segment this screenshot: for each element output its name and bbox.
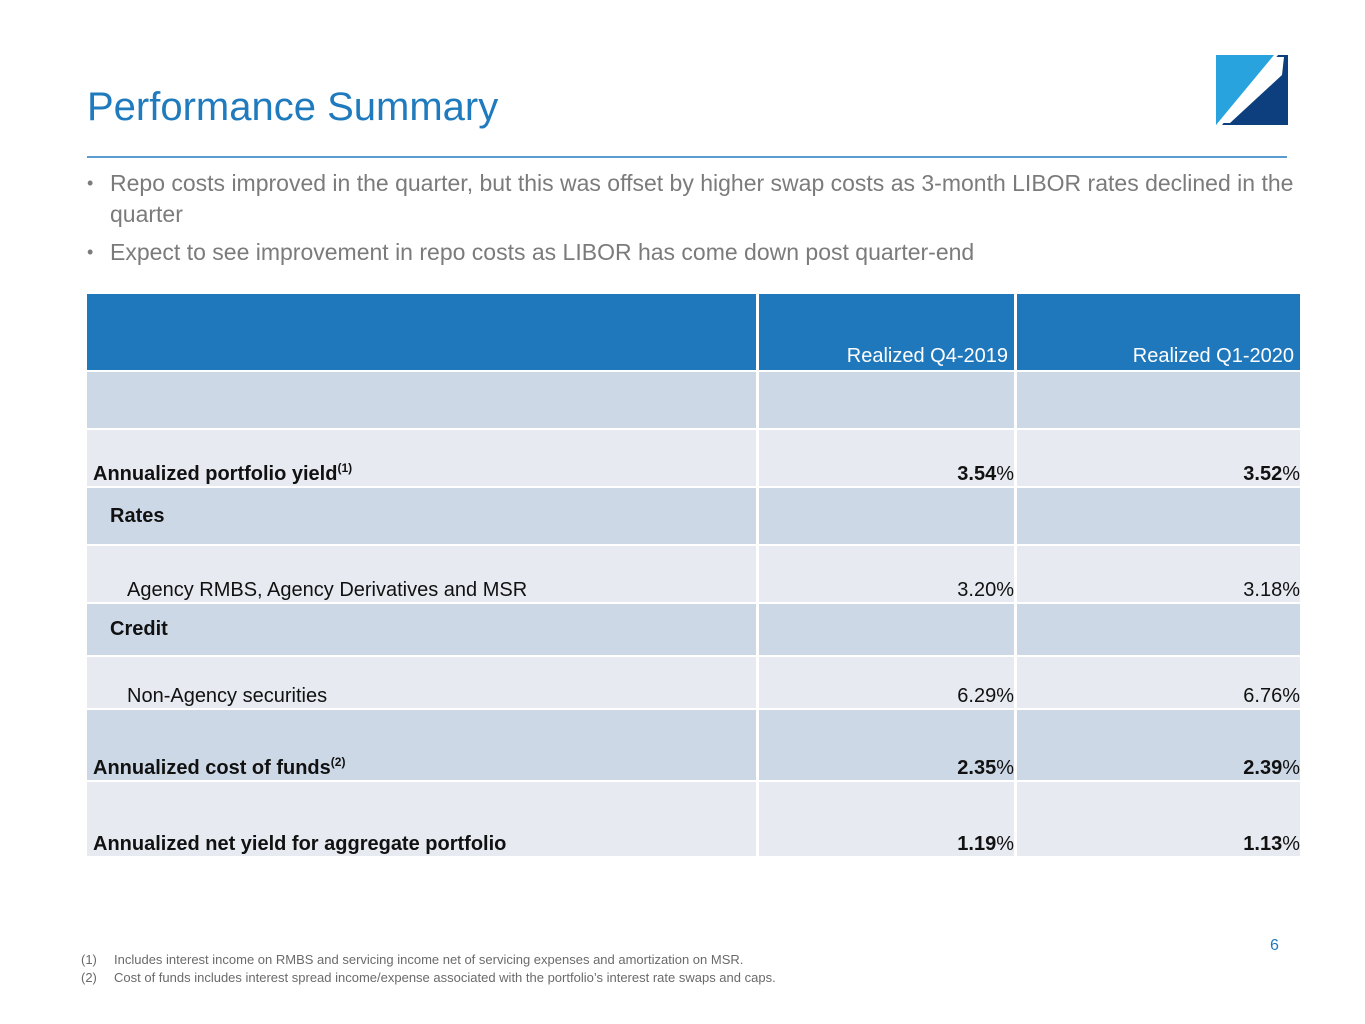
table-row: Rates [87, 488, 1300, 544]
header-cell-label [87, 294, 756, 370]
value-q1-2020: 1.13% [1017, 782, 1300, 856]
table-row: Annualized net yield for aggregate portf… [87, 782, 1300, 856]
value-q1-2020: 2.39% [1017, 710, 1300, 780]
footnote-text: Includes interest income on RMBS and ser… [114, 952, 744, 967]
value-q4-2019: 3.20% [759, 546, 1014, 602]
page-number: 6 [1270, 937, 1279, 954]
table-row: Agency RMBS, Agency Derivatives and MSR … [87, 546, 1300, 602]
value-q1-2020: 6.76% [1017, 657, 1300, 708]
company-logo [1216, 55, 1288, 125]
footnotes: (1) Includes interest income on RMBS and… [81, 951, 776, 987]
header-cell-q4-2019: Realized Q4-2019 [759, 294, 1014, 370]
row-label: Credit [87, 604, 756, 655]
page-title: Performance Summary [87, 85, 499, 129]
footnote-marker: (1) [81, 952, 97, 967]
table-row: Credit [87, 604, 1300, 655]
performance-table: Realized Q4-2019 Realized Q1-2020 Annual… [84, 292, 1303, 858]
bullet-icon: • [87, 242, 94, 262]
row-label: Agency RMBS, Agency Derivatives and MSR [87, 546, 756, 602]
table-cell [1017, 372, 1300, 428]
footnote: (1) Includes interest income on RMBS and… [81, 951, 776, 969]
table-cell [759, 604, 1014, 655]
bullet-list: • Repo costs improved in the quarter, bu… [87, 168, 1297, 275]
table-row: Annualized cost of funds(2) 2.35% 2.39% [87, 710, 1300, 780]
value-q1-2020: 3.52% [1017, 430, 1300, 486]
table-cell [1017, 488, 1300, 544]
footnote: (2) Cost of funds includes interest spre… [81, 969, 776, 987]
bullet-item: • Expect to see improvement in repo cost… [87, 237, 1297, 268]
footnote-marker: (2) [81, 970, 97, 985]
value-q4-2019: 3.54% [759, 430, 1014, 486]
header-cell-q1-2020: Realized Q1-2020 [1017, 294, 1300, 370]
bullet-text: Expect to see improvement in repo costs … [110, 239, 975, 265]
table-cell [759, 488, 1014, 544]
table-row: Non-Agency securities 6.29% 6.76% [87, 657, 1300, 708]
bullet-icon: • [87, 173, 94, 193]
table-row-spacer [87, 372, 1300, 428]
table-cell [87, 372, 756, 428]
value-q4-2019: 2.35% [759, 710, 1014, 780]
table-cell [759, 372, 1014, 428]
title-divider [87, 156, 1287, 158]
value-q4-2019: 1.19% [759, 782, 1014, 856]
row-label: Annualized cost of funds(2) [87, 710, 756, 780]
bullet-item: • Repo costs improved in the quarter, bu… [87, 168, 1297, 230]
row-label: Annualized net yield for aggregate portf… [87, 782, 756, 856]
bullet-text: Repo costs improved in the quarter, but … [110, 170, 1294, 227]
row-label: Non-Agency securities [87, 657, 756, 708]
table-header-row: Realized Q4-2019 Realized Q1-2020 [87, 294, 1300, 370]
table-cell [1017, 604, 1300, 655]
value-q1-2020: 3.18% [1017, 546, 1300, 602]
footnote-text: Cost of funds includes interest spread i… [114, 970, 776, 985]
value-q4-2019: 6.29% [759, 657, 1014, 708]
row-label: Rates [87, 488, 756, 544]
table-row: Annualized portfolio yield(1) 3.54% 3.52… [87, 430, 1300, 486]
row-label: Annualized portfolio yield(1) [87, 430, 756, 486]
